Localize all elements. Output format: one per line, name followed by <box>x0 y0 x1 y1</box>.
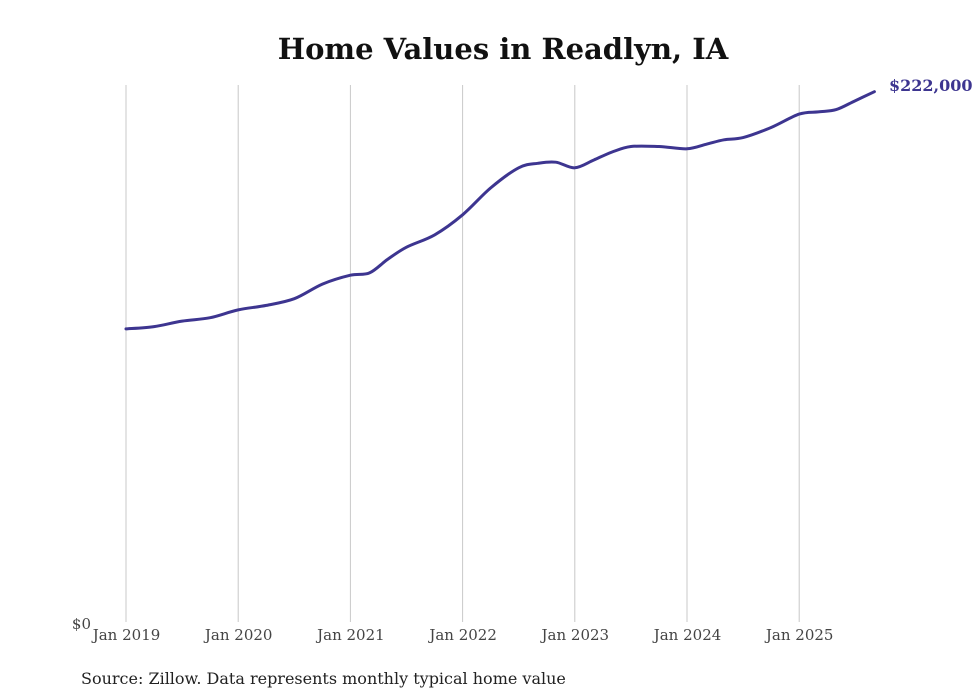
x-axis-ticks: Jan 2019 Jan 2020 Jan 2021 Jan 2022 Jan 2023… <box>91 626 834 644</box>
y-axis-tick-label: $0 <box>72 615 91 633</box>
home-value-line <box>124 90 876 331</box>
x-axis-tick-label: Jan 2024 <box>652 626 722 644</box>
chart-title: Home Values in Readlyn, IA <box>278 32 729 66</box>
series-layer <box>124 90 876 331</box>
source-note: Source: Zillow. Data represents monthly … <box>81 669 566 688</box>
x-axis-tick-label: Jan 2019 <box>91 626 161 644</box>
x-axis-tick-label: Jan 2022 <box>427 626 497 644</box>
x-axis-tick-label: Jan 2023 <box>540 626 610 644</box>
latest-value-label: $222,000 <box>889 76 973 95</box>
x-axis-tick-label: Jan 2021 <box>315 626 385 644</box>
x-axis-tick-label: Jan 2020 <box>203 626 273 644</box>
vertical-gridlines <box>125 85 800 622</box>
x-axis-tick-label: Jan 2025 <box>764 626 834 644</box>
